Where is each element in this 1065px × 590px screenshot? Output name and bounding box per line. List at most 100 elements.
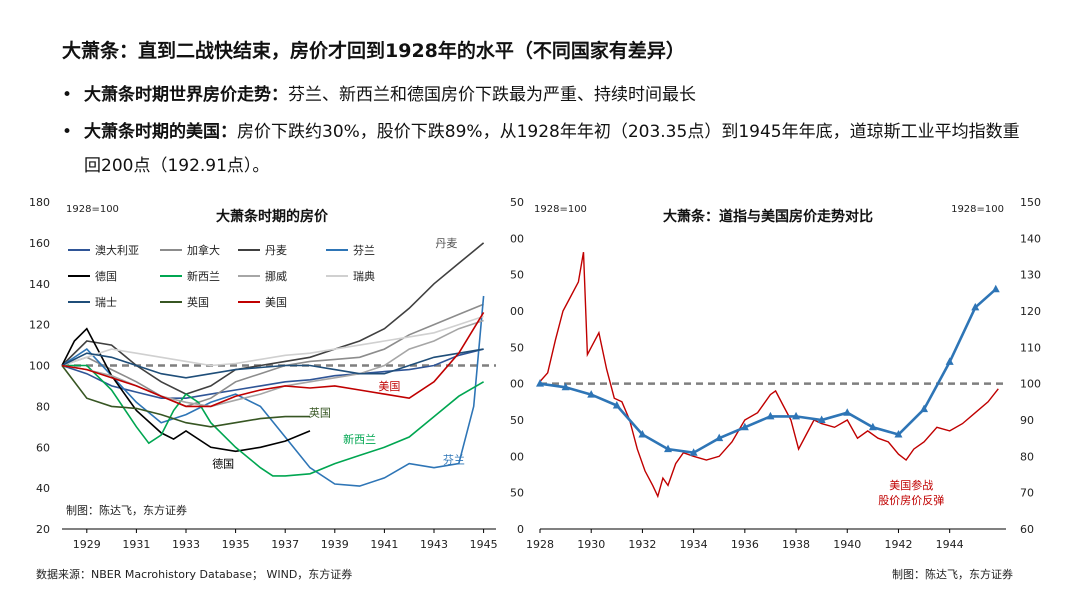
- us-house-price-marker: [715, 433, 724, 442]
- y-left-tick-label: 150: [510, 414, 524, 427]
- bullet-2: • 大萧条时期的美国：房价下跌约30%，股价下跌89%，从1928年年初（203…: [62, 115, 1022, 183]
- us-house-price-marker: [945, 357, 954, 365]
- series-line-澳大利亚: [61, 348, 484, 399]
- y-right-tick-label: 110: [1020, 341, 1041, 354]
- y-tick-label: 180: [29, 196, 50, 209]
- bullet-1-text: 芬兰、新西兰和德国房价下跌最为严重、持续时间最长: [288, 85, 696, 105]
- series-annotation: 美国: [378, 380, 400, 393]
- x-tick-label: 1929: [73, 538, 101, 551]
- us-house-price-marker: [561, 382, 570, 391]
- series-line-美国: [61, 311, 485, 408]
- us-house-price-marker: [792, 411, 801, 420]
- x-tick-label: 1943: [420, 538, 448, 551]
- series-line-英国: [61, 365, 310, 428]
- y-tick-label: 80: [36, 400, 50, 413]
- legend-label: 新西兰: [187, 269, 220, 283]
- legend-label: 加拿大: [187, 243, 220, 257]
- legend-label: 澳大利亚: [95, 243, 139, 257]
- legend-label: 挪威: [265, 269, 287, 283]
- series-line-丹麦: [61, 242, 485, 395]
- us-house-price-marker: [894, 430, 903, 438]
- us-house-price-marker: [843, 408, 852, 416]
- x-tick-label: 1931: [122, 538, 150, 551]
- us-house-price-marker: [766, 411, 775, 420]
- y-left-tick-label: 200: [510, 378, 524, 391]
- dow-vs-us-house-chart: 0 50 100 150 200 250 300 350 400 450 60 70 80 90 100 11…: [510, 196, 1041, 551]
- series-line-瑞士: [61, 348, 484, 379]
- legend-label: 丹麦: [265, 244, 287, 257]
- series-line-德国: [61, 327, 311, 453]
- series-line-瑞典: [61, 315, 484, 367]
- us-house-price-marker: [991, 284, 1000, 293]
- series-line-芬兰: [61, 295, 485, 487]
- y-right-tick-label: 140: [1020, 232, 1041, 245]
- y-tick-label: 140: [29, 278, 50, 291]
- us-house-price-marker: [689, 448, 698, 456]
- x-tick-label: 1935: [222, 538, 250, 551]
- y-left-tick-label: 100: [510, 450, 524, 463]
- us-house-price-marker: [740, 422, 749, 431]
- x-tick-label: 1934: [680, 538, 708, 551]
- y-left-tick-label: 50: [510, 487, 524, 500]
- y-left-tick-label: 0: [517, 523, 524, 536]
- x-tick-label: 1933: [172, 538, 200, 551]
- us-house-price-marker: [536, 379, 544, 387]
- series-line-加拿大: [61, 303, 484, 408]
- y-tick-label: 20: [36, 523, 50, 536]
- series-annotation: 新西兰: [343, 432, 376, 446]
- us-house-price-marker: [612, 400, 621, 409]
- us-house-price-marker: [817, 415, 826, 423]
- y-tick-label: 100: [29, 360, 50, 373]
- chart-title: 大萧条时期的房价: [216, 208, 329, 225]
- series-line-新西兰: [62, 364, 485, 477]
- y-left-tick-label: 250: [510, 341, 524, 354]
- page-title: 大萧条：直到二战快结束，房价才回到1928年的水平（不同国家有差异）: [62, 40, 685, 62]
- base-note: 1928=100: [66, 204, 119, 215]
- source-note: 数据来源：NBER Macrohistory Database； WIND，东方…: [36, 568, 353, 581]
- y-tick-label: 60: [36, 441, 50, 454]
- bullet-dot: •: [62, 85, 73, 105]
- legend-label: 芬兰: [353, 244, 375, 257]
- x-tick-label: 1945: [470, 538, 498, 551]
- x-tick-label: 1930: [577, 538, 605, 551]
- x-tick-label: 1937: [271, 538, 299, 551]
- us-house-price-marker: [664, 444, 673, 453]
- y-right-tick-label: 70: [1020, 487, 1034, 500]
- x-tick-label: 1938: [782, 538, 810, 551]
- base-note-left: 1928=100: [534, 204, 587, 215]
- x-tick-label: 1941: [370, 538, 398, 551]
- legend-label: 瑞典: [353, 269, 375, 283]
- legend-label: 美国: [265, 296, 287, 309]
- chart2-credit: 制图：陈达飞，东方证券: [892, 568, 1013, 581]
- y-right-tick-label: 60: [1020, 523, 1034, 536]
- us-house-price-marker: [971, 302, 980, 311]
- x-tick-label: 1942: [884, 538, 912, 551]
- house-price-chart: 20 40 60 80 100 120 140 160 180 1929 1931 1933 1935 1…: [29, 196, 498, 551]
- series-annotation: 丹麦: [435, 237, 457, 250]
- base-note-right: 1928=100: [951, 204, 1004, 215]
- bullet-1: • 大萧条时期世界房价走势：芬兰、新西兰和德国房价下跌最为严重、持续时间最长: [62, 78, 1022, 112]
- series-annotation: 德国: [212, 457, 234, 471]
- y-tick-label: 120: [29, 319, 50, 332]
- us-house-price-marker: [920, 404, 929, 413]
- y-left-tick-label: 350: [510, 269, 524, 282]
- x-tick-label: 1928: [526, 538, 554, 551]
- y-tick-label: 160: [29, 237, 50, 250]
- x-tick-label: 1939: [321, 538, 349, 551]
- bullet-2-text: 房价下跌约30%，股价下跌89%，从1928年年初（203.35点）到1945年…: [84, 122, 1020, 176]
- annotation-line-2: 股价房价反弹: [878, 493, 944, 507]
- y-left-tick-label: 450: [510, 196, 524, 209]
- chart-credit: 制图：陈达飞，东方证券: [66, 503, 187, 517]
- us-house-price-line: [539, 288, 997, 455]
- legend-label: 瑞士: [95, 295, 117, 309]
- bullet-dot: •: [62, 122, 73, 142]
- y-left-tick-label: 300: [510, 305, 524, 318]
- us-house-price-marker: [587, 390, 596, 398]
- y-right-tick-label: 90: [1020, 414, 1034, 427]
- legend-label: 德国: [95, 269, 117, 283]
- y-right-tick-label: 100: [1020, 378, 1041, 391]
- legend-label: 英国: [187, 295, 209, 309]
- bullet-2-heading: 大萧条时期的美国：: [84, 122, 237, 142]
- us-house-price-marker: [638, 430, 647, 438]
- x-tick-label: 1944: [936, 538, 964, 551]
